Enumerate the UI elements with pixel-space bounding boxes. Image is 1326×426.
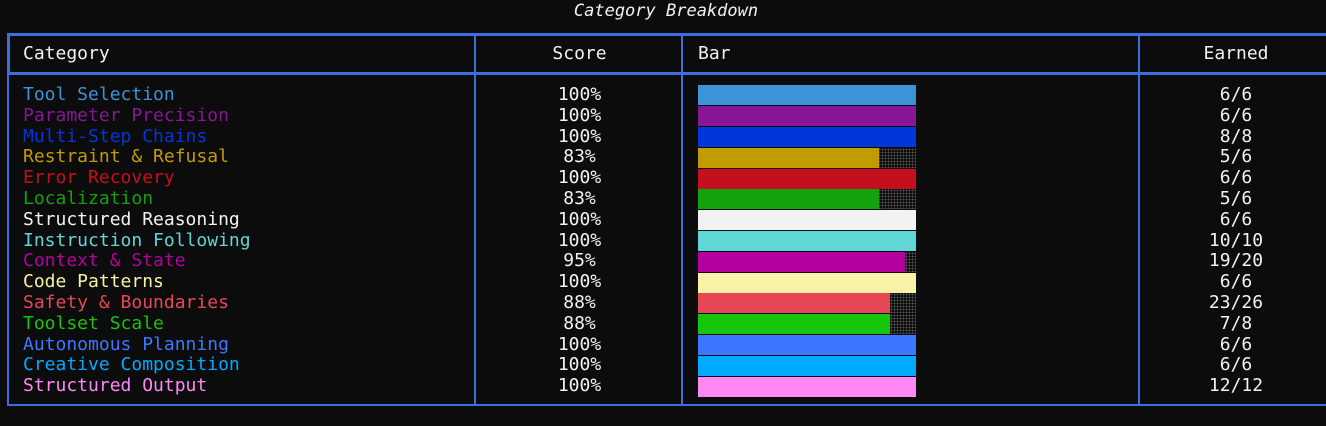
earned-label: 5/6 [1219, 188, 1253, 209]
category-label: Localization [23, 188, 154, 209]
score-bar [698, 376, 916, 397]
category-label: Code Patterns [23, 271, 164, 293]
category-label: Safety & Boundaries [23, 292, 229, 313]
category-label: Instruction Following [23, 229, 251, 251]
score-bar [698, 293, 890, 314]
earned-label: 6/6 [1219, 167, 1253, 189]
bar-track [698, 85, 916, 106]
score-bar [698, 127, 916, 147]
category-label: Parameter Precision [23, 104, 229, 126]
score-label: 88% [563, 292, 596, 313]
earned-label: 10/10 [1208, 229, 1264, 251]
score-label: 83% [563, 188, 596, 209]
earned-label: 6/6 [1219, 354, 1253, 376]
earned-label: 23/26 [1208, 292, 1264, 313]
earned-label: 6/6 [1219, 208, 1253, 230]
score-label: 100% [557, 208, 602, 230]
score-label: 100% [557, 84, 602, 105]
score-label: 100% [557, 354, 602, 376]
score-bar [698, 335, 916, 355]
score-bar [698, 210, 916, 231]
column-divider [681, 33, 683, 406]
score-label: 83% [563, 146, 596, 168]
category-label: Structured Reasoning [23, 208, 240, 230]
earned-label: 6/6 [1219, 271, 1253, 293]
column-divider [474, 33, 476, 406]
score-bar [698, 231, 916, 251]
score-bar [698, 168, 916, 189]
earned-label: 6/6 [1219, 333, 1253, 355]
score-bar [698, 355, 916, 376]
score-bar [698, 189, 879, 210]
earned-label: 8/8 [1219, 125, 1253, 147]
bar-track [698, 272, 916, 293]
score-bar [698, 106, 916, 127]
bar-track [698, 210, 916, 231]
score-bar [698, 272, 916, 293]
score-label: 100% [557, 333, 602, 355]
header-frame [7, 33, 1326, 75]
score-label: 100% [557, 375, 602, 397]
bar-track [698, 355, 916, 376]
column-divider [1138, 33, 1140, 406]
bar-track [698, 335, 916, 355]
category-label: Multi-Step Chains [23, 125, 208, 147]
score-bar [698, 85, 916, 106]
score-label: 100% [557, 125, 602, 147]
header-cell: Bar [698, 43, 731, 64]
earned-label: 5/6 [1219, 146, 1253, 168]
header-cell: Score [552, 43, 607, 64]
score-label: 100% [557, 271, 602, 293]
bar-track [698, 189, 916, 210]
category-label: Structured Output [23, 375, 208, 397]
earned-label: 19/20 [1208, 250, 1264, 272]
score-label: 88% [563, 312, 596, 334]
score-label: 100% [557, 104, 602, 126]
header-cell: Earned [1203, 43, 1269, 64]
earned-label: 6/6 [1219, 104, 1253, 126]
bar-track [698, 376, 916, 397]
bar-track [698, 293, 916, 314]
bar-track [698, 147, 916, 168]
bar-track [698, 127, 916, 147]
header-cell: Category [23, 43, 110, 64]
earned-label: 6/6 [1219, 84, 1253, 105]
earned-label: 7/8 [1219, 312, 1253, 334]
category-label: Context & State [23, 250, 186, 272]
bar-track [698, 314, 916, 335]
earned-label: 12/12 [1208, 375, 1264, 397]
bar-track [698, 168, 916, 189]
bar-track [698, 251, 916, 272]
bar-track [698, 231, 916, 251]
score-bar [698, 251, 906, 272]
category-label: Tool Selection [23, 84, 175, 105]
score-label: 100% [557, 167, 602, 189]
category-label: Autonomous Planning [23, 333, 229, 355]
bar-track [698, 106, 916, 127]
category-label: Toolset Scale [23, 312, 164, 334]
category-label: Restraint & Refusal [23, 146, 229, 168]
score-label: 95% [563, 250, 596, 272]
score-bar [698, 314, 890, 335]
category-label: Creative Composition [23, 354, 240, 376]
category-label: Error Recovery [23, 167, 175, 189]
score-label: 100% [557, 229, 602, 251]
table-title: Category Breakdown [573, 1, 759, 21]
score-bar [698, 147, 879, 168]
